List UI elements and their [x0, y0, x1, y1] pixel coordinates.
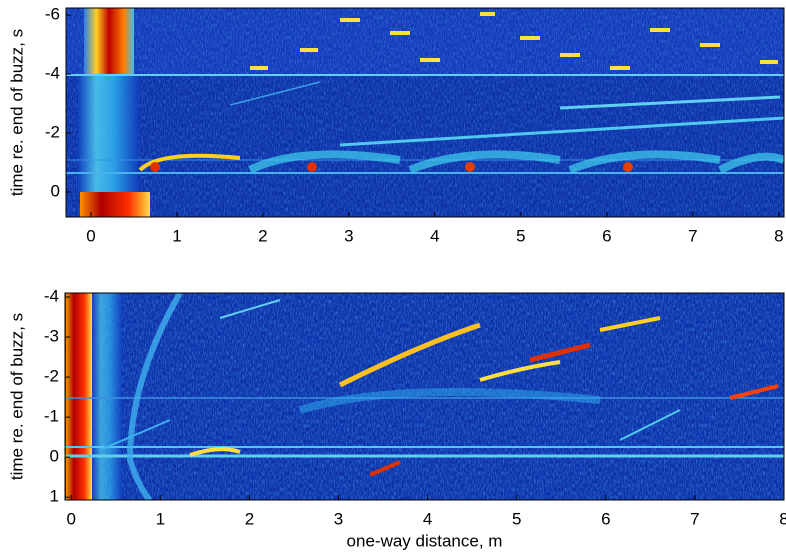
y-tick-label: 1: [50, 487, 59, 506]
x-tick-label: 6: [601, 509, 610, 528]
y-tick-label: -4: [45, 64, 60, 83]
y-tick-label: -3: [44, 327, 59, 346]
x-tick-label: 1: [156, 509, 165, 528]
x-tick-label: 4: [423, 509, 432, 528]
x-tick-label: 4: [430, 226, 439, 245]
plot-frame: [65, 7, 785, 218]
x-tick-label: 8: [774, 226, 783, 245]
x-tick-label: 3: [344, 226, 353, 245]
x-tick-label: 2: [258, 226, 267, 245]
x-tick-label: 3: [334, 509, 343, 528]
plot-frame: [64, 292, 785, 501]
y-tick-label: -2: [44, 367, 59, 386]
y-tick-label: -6: [45, 5, 60, 24]
y-tick-label: -4: [44, 286, 59, 305]
x-tick-label: 0: [67, 509, 76, 528]
x-tick-label: 5: [512, 509, 521, 528]
x-tick-label: 5: [516, 226, 525, 245]
x-tick-label: 2: [245, 509, 254, 528]
y-tick-label: -1: [44, 407, 59, 426]
x-tick-label: 7: [690, 509, 699, 528]
x-tick-label: 1: [172, 226, 181, 245]
y-tick-label: 0: [51, 181, 60, 200]
heatmap-image: [65, 293, 784, 500]
y-tick-label: 0: [50, 447, 59, 466]
heatmap-image: [66, 8, 784, 217]
x-axis-label: one-way distance, m: [347, 531, 503, 550]
x-tick-label: 7: [688, 226, 697, 245]
x-tick-label: 0: [86, 226, 95, 245]
x-tick-label: 8: [779, 509, 786, 528]
y-axis-label: time re. end of buzz, s: [7, 313, 26, 480]
y-axis-label: time re. end of buzz, s: [7, 29, 26, 196]
x-tick-label: 6: [602, 226, 611, 245]
y-tick-label: -2: [45, 122, 60, 141]
